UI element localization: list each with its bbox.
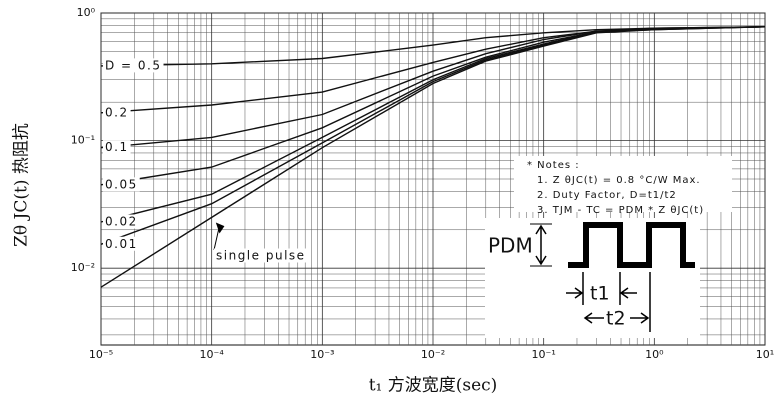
y-tick-label: 10⁻²: [71, 261, 95, 274]
x-tick-label: 10⁻³: [310, 348, 334, 361]
note: 3. TJM - TC = PDM * Z θJC(t): [537, 205, 704, 216]
curve-label: single pulse: [216, 249, 306, 263]
x-tick-label: 10⁻⁵: [89, 348, 113, 361]
time-markers: [582, 272, 651, 332]
notes-box: * Notes : 1. Z θJC(t) = 0.8 °C/W Max. 2.…: [514, 156, 732, 216]
pdm-label: PDM: [488, 234, 533, 258]
t2-label: t2: [606, 308, 626, 330]
curve-label-background: [103, 214, 140, 229]
curve-label-background: [214, 248, 308, 263]
note: 2. Duty Factor, D=t1/t2: [537, 190, 677, 201]
curve: [100, 26, 766, 288]
x-tick-label: 10¹: [756, 348, 774, 361]
curves: [100, 26, 766, 288]
t1-label: t1: [590, 283, 610, 305]
y-axis-label: Zθ JC(t) 热阻抗: [12, 123, 32, 247]
pdm-arrow: [535, 224, 547, 266]
curve-label-background: [103, 177, 140, 192]
t1-arrows: [566, 287, 637, 299]
x-tick-label: 10⁻²: [421, 348, 445, 361]
curve-label-background: [103, 140, 131, 155]
note: 1. Z θJC(t) = 0.8 °C/W Max.: [537, 175, 701, 186]
curve-label-background: [103, 58, 164, 73]
curve-label: 0.05: [105, 177, 138, 191]
pulse-diagram: PDM t1 t2: [485, 218, 700, 338]
x-tick-label: 10⁻¹: [532, 348, 556, 361]
x-tick-label: 10⁻⁴: [200, 348, 225, 361]
x-tick-label: 10⁰: [645, 348, 664, 361]
y-tick-label: 10⁻¹: [71, 134, 95, 147]
curve-label: 0.02: [105, 215, 138, 229]
curve-label: 0.2: [105, 105, 129, 119]
y-tick-label: 10⁰: [77, 6, 96, 19]
curve-label: D = 0.5: [105, 58, 162, 72]
notes-background: [514, 156, 732, 212]
pulse-train: [568, 222, 695, 268]
t2-background: [604, 306, 630, 330]
x-axis-label: t₁ 方波宽度(sec): [369, 376, 498, 396]
note: * Notes :: [527, 160, 580, 171]
curve-label: 0.01: [105, 237, 138, 251]
curve-label-background: [103, 105, 131, 120]
curve-label-background: [103, 236, 140, 251]
curve-label: 0.1: [105, 140, 129, 154]
label-arrow: [213, 222, 225, 251]
